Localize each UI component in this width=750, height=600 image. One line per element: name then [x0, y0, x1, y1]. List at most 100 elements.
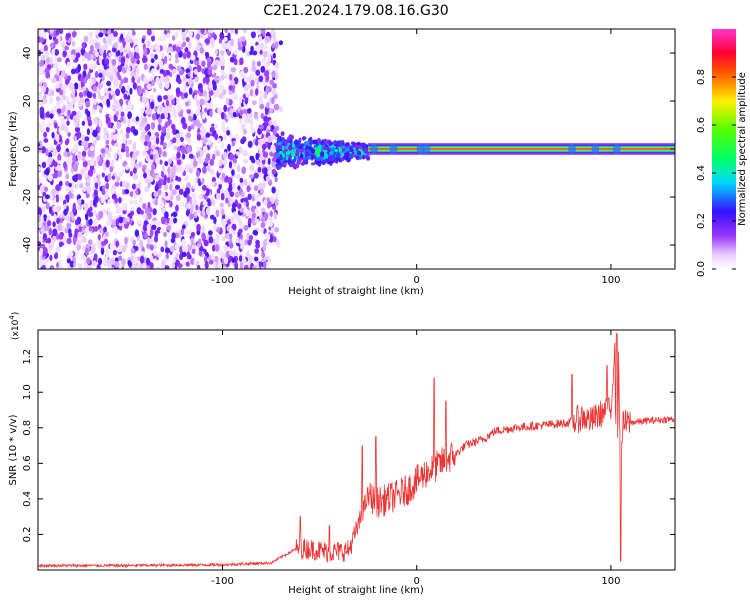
heatmap-noise-cell: [229, 191, 235, 198]
heatmap-noise-cell: [271, 97, 275, 105]
heatmap-noise-cell: [66, 61, 71, 68]
heatmap-noise-cell: [251, 66, 257, 72]
heatmap-noise-cell: [256, 60, 261, 67]
heatmap-noise-cell: [94, 42, 100, 50]
heatmap-noise-cell: [171, 155, 175, 162]
heatmap-noise-cell: [239, 96, 243, 104]
heatmap-cells: [38, 29, 675, 269]
heatmap-noise-cell: [63, 161, 67, 169]
heatmap-noise-cell: [119, 45, 124, 53]
heatmap-noise-cell: [150, 122, 156, 130]
heatmap-noise-cell: [56, 246, 60, 253]
heatmap-noise-cell: [145, 101, 150, 110]
heatmap-noise-cell: [217, 137, 221, 144]
heatmap-noise-cell: [72, 164, 78, 172]
heatmap-noise-cell: [58, 233, 64, 240]
heatmap-return-cell: [349, 148, 354, 152]
heatmap-noise-cell: [191, 244, 197, 250]
snr-multiplier-close: ): [11, 312, 21, 316]
heatmap-noise-cell: [116, 148, 121, 155]
heatmap-noise-cell: [123, 77, 129, 84]
heatmap-return-cell: [339, 157, 345, 162]
heatmap-noise-cell: [151, 163, 156, 171]
heatmap-noise-cell: [169, 218, 174, 226]
heatmap-noise-cell: [163, 43, 167, 52]
heatmap-noise-cell: [238, 228, 243, 234]
heatmap-noise-cell: [46, 237, 52, 244]
heatmap-noise-cell: [72, 237, 77, 246]
heatmap-return-cell: [341, 141, 345, 146]
heatmap-noise-cell: [142, 223, 147, 232]
heatmap-noise-cell: [144, 144, 149, 152]
heatmap-noise-cell: [124, 189, 130, 195]
heatmap-noise-cell: [258, 35, 263, 43]
heatmap-noise-cell: [174, 243, 180, 250]
heatmap-noise-cell: [127, 259, 132, 267]
heatmap-noise-cell: [158, 59, 164, 68]
heatmap-noise-cell: [80, 168, 85, 175]
heatmap-noise-cell: [190, 205, 194, 213]
heatmap-noise-cell: [106, 219, 112, 227]
heatmap-return-cell: [320, 140, 324, 145]
heatmap-return-cell: [348, 155, 354, 160]
heatmap-return-cell: [345, 147, 350, 152]
heatmap-noise-cell: [83, 63, 88, 71]
heatmap-noise-cell: [239, 261, 244, 269]
heatmap-noise-cell: [66, 120, 70, 126]
heatmap-y-tick-label: 40: [22, 47, 33, 60]
heatmap-noise-cell: [214, 59, 219, 66]
heatmap-noise-cell: [151, 113, 157, 121]
heatmap-noise-cell: [73, 261, 77, 268]
heatmap-noise-cell: [171, 99, 175, 106]
heatmap-noise-cell: [160, 217, 166, 225]
heatmap-noise-cell: [99, 156, 104, 165]
heatmap-noise-cell: [72, 155, 77, 163]
heatmap-noise-cell: [97, 241, 102, 250]
heatmap-noise-cell: [190, 231, 196, 238]
heatmap-y-tick-label: -20: [22, 189, 33, 205]
heatmap-noise-cell: [117, 245, 122, 253]
heatmap-noise-cell: [274, 41, 279, 50]
heatmap-noise-cell: [223, 73, 229, 79]
heatmap-noise-cell: [143, 56, 147, 62]
heatmap-noise-cell: [255, 69, 261, 76]
heatmap-noise-cell: [190, 54, 196, 61]
heatmap-noise-cell: [223, 36, 228, 42]
heatmap-noise-cell: [42, 120, 46, 128]
heatmap-noise-cell: [68, 232, 73, 238]
heatmap-noise-cell: [162, 191, 166, 199]
heatmap-noise-cell: [129, 87, 133, 95]
heatmap-noise-cell: [243, 66, 249, 74]
heatmap-noise-cell: [226, 250, 230, 258]
heatmap-noise-cell: [214, 134, 218, 141]
heatmap-noise-cell: [215, 150, 221, 157]
heatmap-noise-cell: [142, 164, 147, 170]
colorbar-tick-label: 0.4: [696, 165, 707, 181]
heatmap-noise-cell: [116, 176, 120, 183]
heatmap-noise-cell: [126, 216, 130, 223]
heatmap-noise-cell: [155, 44, 161, 53]
heatmap-noise-cell: [271, 168, 277, 175]
heatmap-noise-cell: [49, 113, 54, 119]
heatmap-noise-cell: [174, 31, 179, 39]
heatmap-noise-cell: [42, 220, 47, 227]
heatmap-noise-cell: [165, 32, 171, 39]
heatmap-noise-cell: [199, 47, 204, 54]
heatmap-noise-cell: [48, 227, 52, 236]
heatmap-noise-cell: [115, 51, 119, 57]
heatmap-noise-cell: [91, 260, 97, 267]
heatmap-noise-cell: [243, 128, 247, 135]
heatmap-noise-cell: [50, 239, 55, 248]
heatmap-noise-cell: [144, 126, 150, 132]
heatmap-noise-cell: [151, 35, 155, 42]
heatmap-noise-cell: [70, 187, 75, 194]
heatmap-noise-cell: [110, 89, 115, 95]
heatmap-noise-cell: [93, 253, 98, 261]
heatmap-noise-cell: [259, 124, 264, 130]
heatmap-noise-cell: [215, 234, 221, 240]
heatmap-noise-cell: [49, 145, 54, 151]
heatmap-return-cell: [285, 151, 291, 156]
heatmap-noise-cell: [211, 199, 216, 206]
heatmap-noise-cell: [171, 232, 176, 240]
heatmap-noise-cell: [220, 111, 225, 120]
